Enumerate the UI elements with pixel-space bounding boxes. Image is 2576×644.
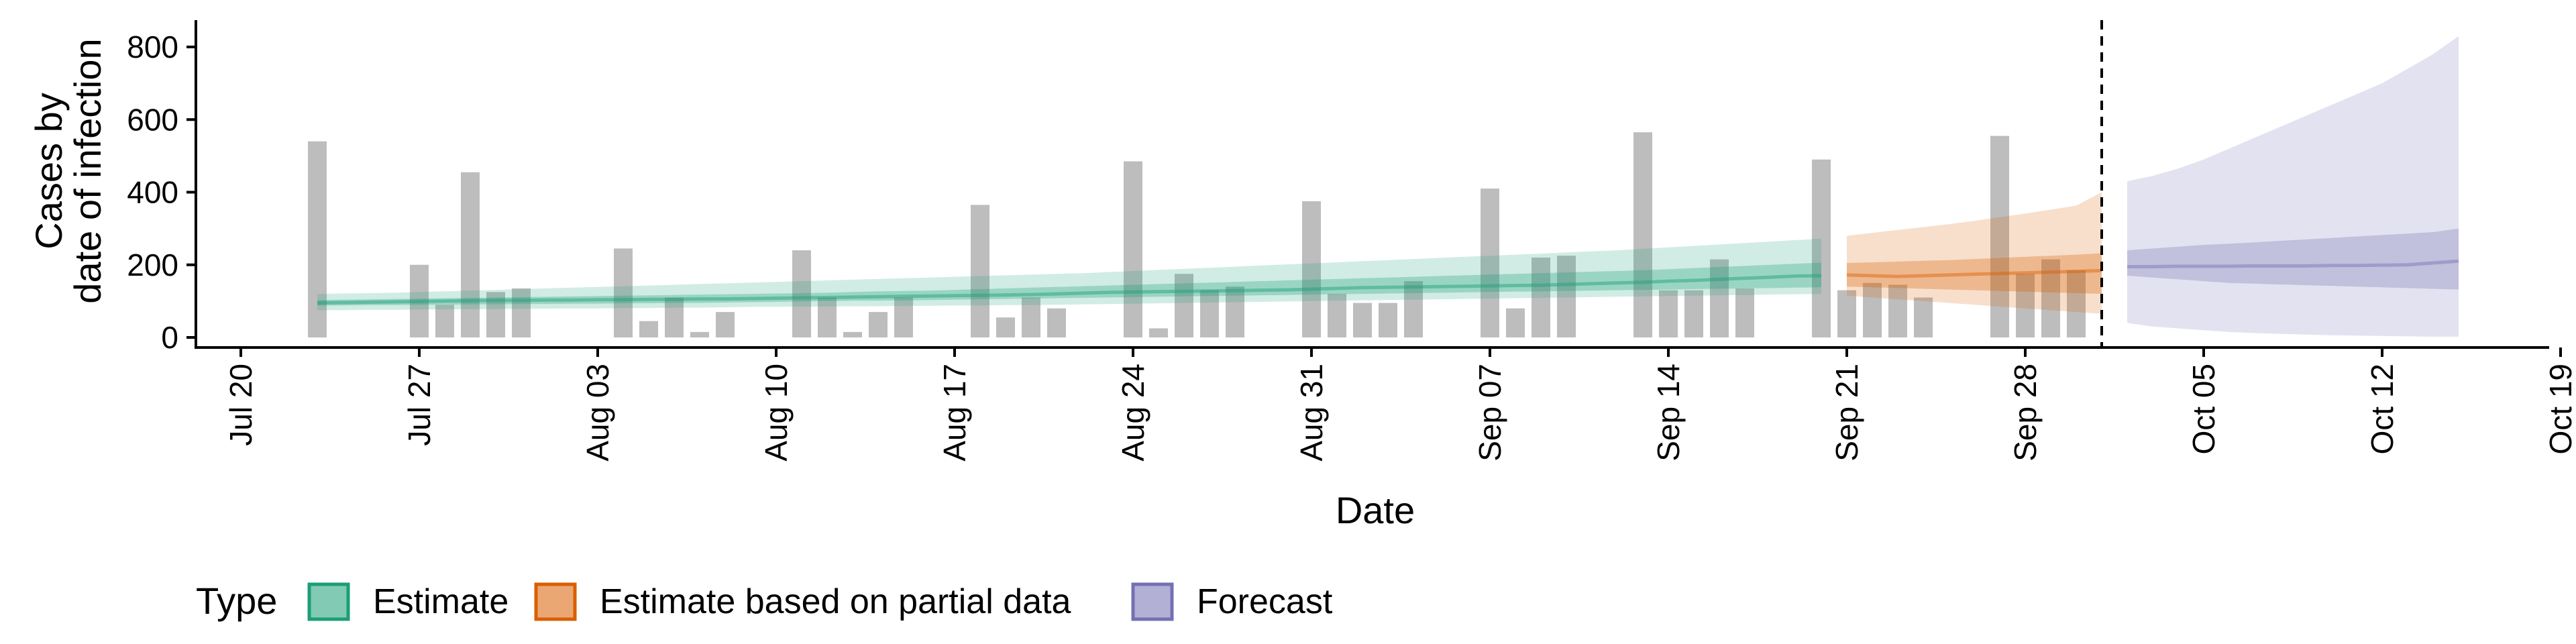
estimate-median-line xyxy=(317,274,1822,305)
y-tick-label: 0 xyxy=(161,320,178,355)
case-bar xyxy=(308,141,327,337)
case-bar xyxy=(1404,281,1423,337)
case-bar xyxy=(1022,297,1040,337)
y-axis-title-line-2: date of infection xyxy=(66,38,109,303)
case-bar xyxy=(869,312,888,337)
axes: 0 200 400 600 800 Jul 20 Jul 27 Aug 03 Aug 10 Aug… xyxy=(127,20,2576,462)
case-bar xyxy=(512,288,531,337)
case-bar xyxy=(1888,284,1907,337)
plot-area xyxy=(308,20,2459,347)
legend: Type Estimate Estimate based on partial d… xyxy=(196,580,1333,622)
case-bar xyxy=(1047,308,1066,337)
x-tick-label: Jul 27 xyxy=(402,364,437,446)
case-bar xyxy=(971,205,989,337)
legend-swatch xyxy=(534,582,577,621)
x-tick-label: Oct 05 xyxy=(2186,364,2221,455)
x-tick-label: Jul 20 xyxy=(223,364,258,446)
case-bar xyxy=(996,317,1015,337)
case-bar xyxy=(1990,136,2009,337)
case-bar xyxy=(2041,259,2060,337)
y-axis-title: Cases by date of infection xyxy=(28,38,109,303)
x-axis-title: Date xyxy=(1336,489,1415,531)
case-bar xyxy=(1175,274,1193,337)
case-bar xyxy=(1837,290,1856,337)
case-bar xyxy=(818,297,837,337)
case-bar xyxy=(2067,270,2086,337)
case-bar xyxy=(1812,159,1831,337)
case-bar xyxy=(894,297,913,337)
case-bar xyxy=(614,248,633,337)
x-tick-label: Aug 24 xyxy=(1116,364,1150,462)
case-bar xyxy=(1557,256,1576,337)
case-bar xyxy=(2016,274,2035,337)
case-bar xyxy=(1633,132,1652,337)
legend-title: Type xyxy=(196,580,277,622)
case-bar xyxy=(1914,297,1933,337)
estimate-based-on-partial-data-inner-band xyxy=(1847,253,2102,294)
legend-label: Forecast xyxy=(1197,582,1333,621)
y-tick-label: 800 xyxy=(127,30,178,64)
case-bar xyxy=(716,312,735,337)
y-tick-label: 200 xyxy=(127,248,178,282)
case-bar xyxy=(1200,290,1219,337)
x-tick-label: Oct 19 xyxy=(2543,364,2576,455)
case-bar xyxy=(1149,328,1168,337)
estimate-based-on-partial-data-outer-band xyxy=(1847,192,2102,314)
y-tick-label: 600 xyxy=(127,102,178,137)
case-bar xyxy=(1863,282,1882,337)
case-bar xyxy=(1735,288,1754,337)
case-bar xyxy=(1328,294,1346,337)
case-bar xyxy=(410,264,429,337)
case-bar xyxy=(1532,257,1550,337)
x-tick-label: Sep 07 xyxy=(1472,364,1507,462)
case-bar xyxy=(1124,161,1142,337)
case-bar xyxy=(486,292,505,337)
legend-swatch xyxy=(307,582,350,621)
forecast-inner-band xyxy=(2127,228,2459,290)
case-bar xyxy=(1226,286,1244,337)
x-tick-label: Sep 21 xyxy=(1829,364,1864,462)
forecast-median-line xyxy=(2127,259,2459,268)
case-bar xyxy=(843,331,862,337)
legend-label: Estimate xyxy=(373,582,508,621)
case-bar xyxy=(639,321,658,337)
case-bar xyxy=(1302,201,1321,337)
case-bar xyxy=(1710,259,1729,337)
x-tick-label: Aug 10 xyxy=(759,364,794,462)
case-bar xyxy=(1353,303,1372,337)
case-bar xyxy=(1481,189,1499,337)
legend-label: Estimate based on partial data xyxy=(600,582,1071,621)
estimate-based-on-partial-data-median-line xyxy=(1846,268,2102,278)
case-bar xyxy=(1379,303,1397,337)
x-tick-label: Sep 14 xyxy=(1651,364,1686,462)
case-bar xyxy=(1659,290,1678,337)
case-bar xyxy=(792,250,811,337)
x-tick-label: Sep 28 xyxy=(2008,364,2043,462)
case-bar xyxy=(690,331,709,337)
estimate-inner-band xyxy=(317,262,1821,306)
x-tick-label: Oct 12 xyxy=(2365,364,2400,455)
legend-swatch xyxy=(1131,582,1174,621)
forecast-outer-band xyxy=(2127,36,2459,337)
estimate-outer-band xyxy=(317,238,1821,311)
case-bar xyxy=(665,297,684,337)
y-axis-title-line-1: Cases by xyxy=(28,93,70,249)
x-tick-label: Aug 31 xyxy=(1294,364,1329,462)
x-tick-label: Aug 03 xyxy=(580,364,615,462)
case-bar xyxy=(461,172,480,337)
x-tick-label: Aug 17 xyxy=(937,364,972,462)
y-tick-label: 400 xyxy=(127,175,178,210)
case-bar xyxy=(435,305,454,337)
case-bar xyxy=(1684,290,1703,337)
case-bar xyxy=(1506,308,1525,337)
